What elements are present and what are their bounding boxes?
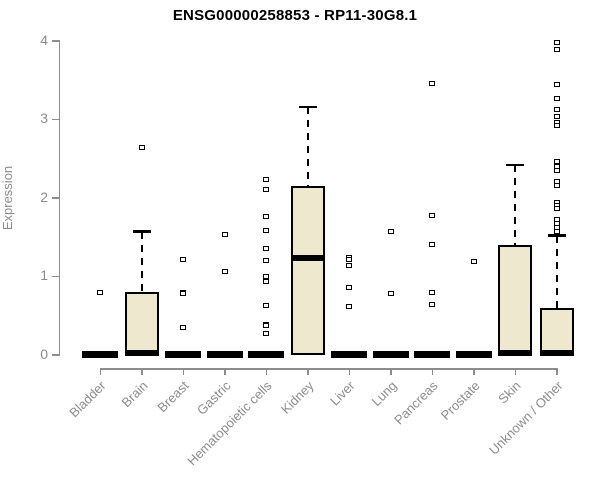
median-line [498, 350, 533, 357]
outlier-point [346, 303, 353, 309]
outlier-point [263, 258, 270, 264]
y-axis-tick [52, 118, 59, 121]
x-axis-tick [307, 368, 309, 375]
whisker-cap [547, 234, 566, 237]
outlier-point [263, 323, 270, 329]
collapsed-box [206, 350, 243, 358]
collapsed-box [455, 350, 492, 358]
outlier-point [553, 113, 560, 119]
outlier-point [429, 80, 436, 86]
outlier-point [470, 259, 477, 265]
outlier-point [553, 95, 560, 101]
outlier-point [553, 39, 560, 45]
y-axis-tick-label: 1 [40, 267, 48, 284]
outlier-point [429, 290, 436, 296]
outlier-point [387, 291, 394, 297]
outlier-point [553, 123, 560, 129]
whisker-cap [298, 105, 317, 109]
outlier-point [180, 325, 187, 330]
box [539, 307, 574, 355]
outlier-point [221, 269, 228, 275]
outlier-point [429, 302, 436, 308]
whisker-line [555, 235, 558, 308]
x-axis-tick [265, 368, 268, 375]
outlier-point [263, 331, 270, 337]
whisker-cap [132, 230, 151, 233]
outlier-point [553, 82, 560, 88]
median-line [124, 350, 159, 357]
x-axis-tick [224, 368, 226, 375]
whisker-cap [506, 163, 525, 167]
outlier-point [553, 206, 560, 212]
y-axis-tick-label: 0 [40, 346, 48, 362]
median-line [539, 350, 574, 357]
outlier-point [263, 214, 270, 220]
outlier-point [263, 279, 270, 285]
outlier-point [180, 291, 187, 297]
outlier-point [263, 176, 270, 182]
collapsed-box [82, 350, 119, 358]
box [124, 292, 159, 355]
y-axis-tick [52, 197, 59, 199]
outlier-point [221, 231, 228, 237]
x-axis-line [100, 368, 557, 370]
outlier-point [553, 159, 560, 165]
outlier-point [263, 228, 270, 234]
outlier-point [553, 229, 560, 235]
collapsed-box [165, 350, 202, 358]
outlier-point [553, 46, 560, 52]
outlier-point [263, 186, 270, 192]
y-axis-tick-label: 4 [40, 31, 48, 48]
y-axis-line [58, 40, 60, 356]
y-axis-tick [52, 354, 59, 356]
chart-title: ENSG00000258853 - RP11-30G8.1 [172, 7, 418, 24]
outlier-point [429, 212, 436, 218]
x-axis-tick [514, 368, 517, 375]
median-line [290, 255, 325, 262]
outlier-point [387, 229, 394, 235]
x-axis-tick [431, 368, 434, 375]
outlier-point [263, 245, 270, 251]
outlier-point [553, 106, 560, 112]
outlier-point [263, 273, 270, 279]
y-axis-tick-label: 2 [40, 188, 48, 205]
y-axis-tick [52, 275, 59, 278]
whisker-line [514, 164, 517, 246]
outlier-point [97, 290, 104, 296]
x-axis-tick [141, 368, 143, 375]
y-axis-tick-label: 3 [40, 110, 48, 127]
outlier-point [553, 182, 560, 188]
x-axis-tick [348, 368, 351, 375]
x-axis-tick [556, 368, 558, 375]
outlier-point [138, 145, 145, 151]
whisker-line [140, 231, 143, 293]
outlier-point [263, 303, 270, 308]
y-axis-tick [52, 40, 59, 42]
collapsed-box [414, 350, 451, 358]
box [290, 186, 325, 355]
x-axis-tick [473, 368, 475, 375]
collapsed-box [372, 350, 409, 358]
outlier-point [346, 256, 353, 262]
outlier-point [346, 284, 353, 290]
x-axis-tick [390, 368, 392, 375]
outlier-point [553, 167, 560, 173]
outlier-point [429, 241, 436, 247]
x-axis-tick [182, 368, 185, 375]
outlier-point [180, 256, 187, 262]
box [498, 245, 533, 355]
outlier-point [346, 262, 353, 268]
collapsed-box [248, 350, 285, 358]
x-axis-tick [99, 368, 102, 375]
collapsed-box [331, 350, 368, 358]
whisker-line [306, 106, 309, 187]
